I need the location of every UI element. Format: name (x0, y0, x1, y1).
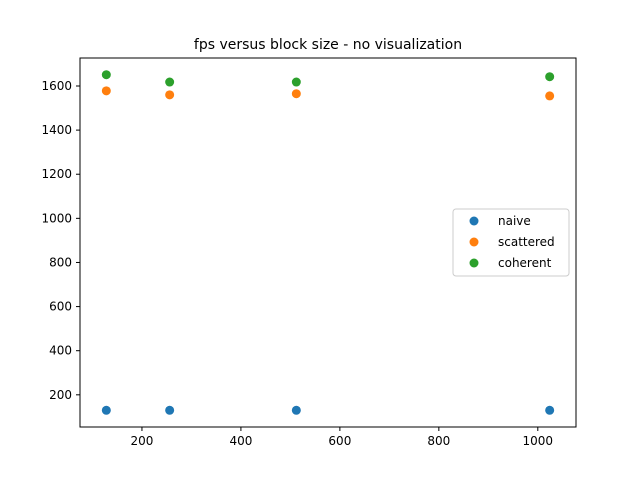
point-naive (291, 405, 301, 415)
point-scattered (291, 89, 301, 99)
point-coherent (291, 77, 301, 87)
x-tick-label: 1000 (523, 434, 554, 448)
point-coherent (165, 77, 175, 87)
y-tick-label: 200 (49, 388, 72, 402)
y-tick-label: 800 (49, 255, 72, 269)
point-naive (101, 405, 111, 415)
y-tick-label: 1200 (41, 167, 72, 181)
y-tick-label: 600 (49, 300, 72, 314)
y-tick-label: 400 (49, 344, 72, 358)
legend-label-coherent: coherent (498, 256, 552, 270)
legend-marker-naive (469, 216, 479, 226)
legend-box (452, 208, 570, 277)
legend: naive scattered coherent (452, 208, 570, 277)
point-naive (165, 405, 175, 415)
point-scattered (545, 91, 555, 101)
point-scattered (101, 86, 111, 96)
point-scattered (165, 90, 175, 100)
y-tick-label: 1600 (41, 79, 72, 93)
y-tick-label: 1000 (41, 211, 72, 225)
point-coherent (545, 72, 555, 82)
axis-ticks: 200 400 600 800 1000 200 400 600 800 1000 1200 1400… (41, 79, 553, 448)
x-tick-label: 600 (328, 434, 351, 448)
legend-marker-scattered (469, 237, 479, 247)
data-points (101, 70, 555, 415)
chart-title: fps versus block size - no visualization (194, 37, 462, 53)
legend-label-naive: naive (498, 214, 531, 228)
x-tick-label: 200 (130, 434, 153, 448)
x-tick-label: 400 (229, 434, 252, 448)
point-naive (545, 405, 555, 415)
point-coherent (101, 70, 111, 80)
y-tick-label: 1400 (41, 123, 72, 137)
plot-area-frame (79, 57, 577, 428)
legend-label-scattered: scattered (498, 235, 555, 249)
x-tick-label: 800 (427, 434, 450, 448)
legend-marker-coherent (469, 258, 479, 268)
